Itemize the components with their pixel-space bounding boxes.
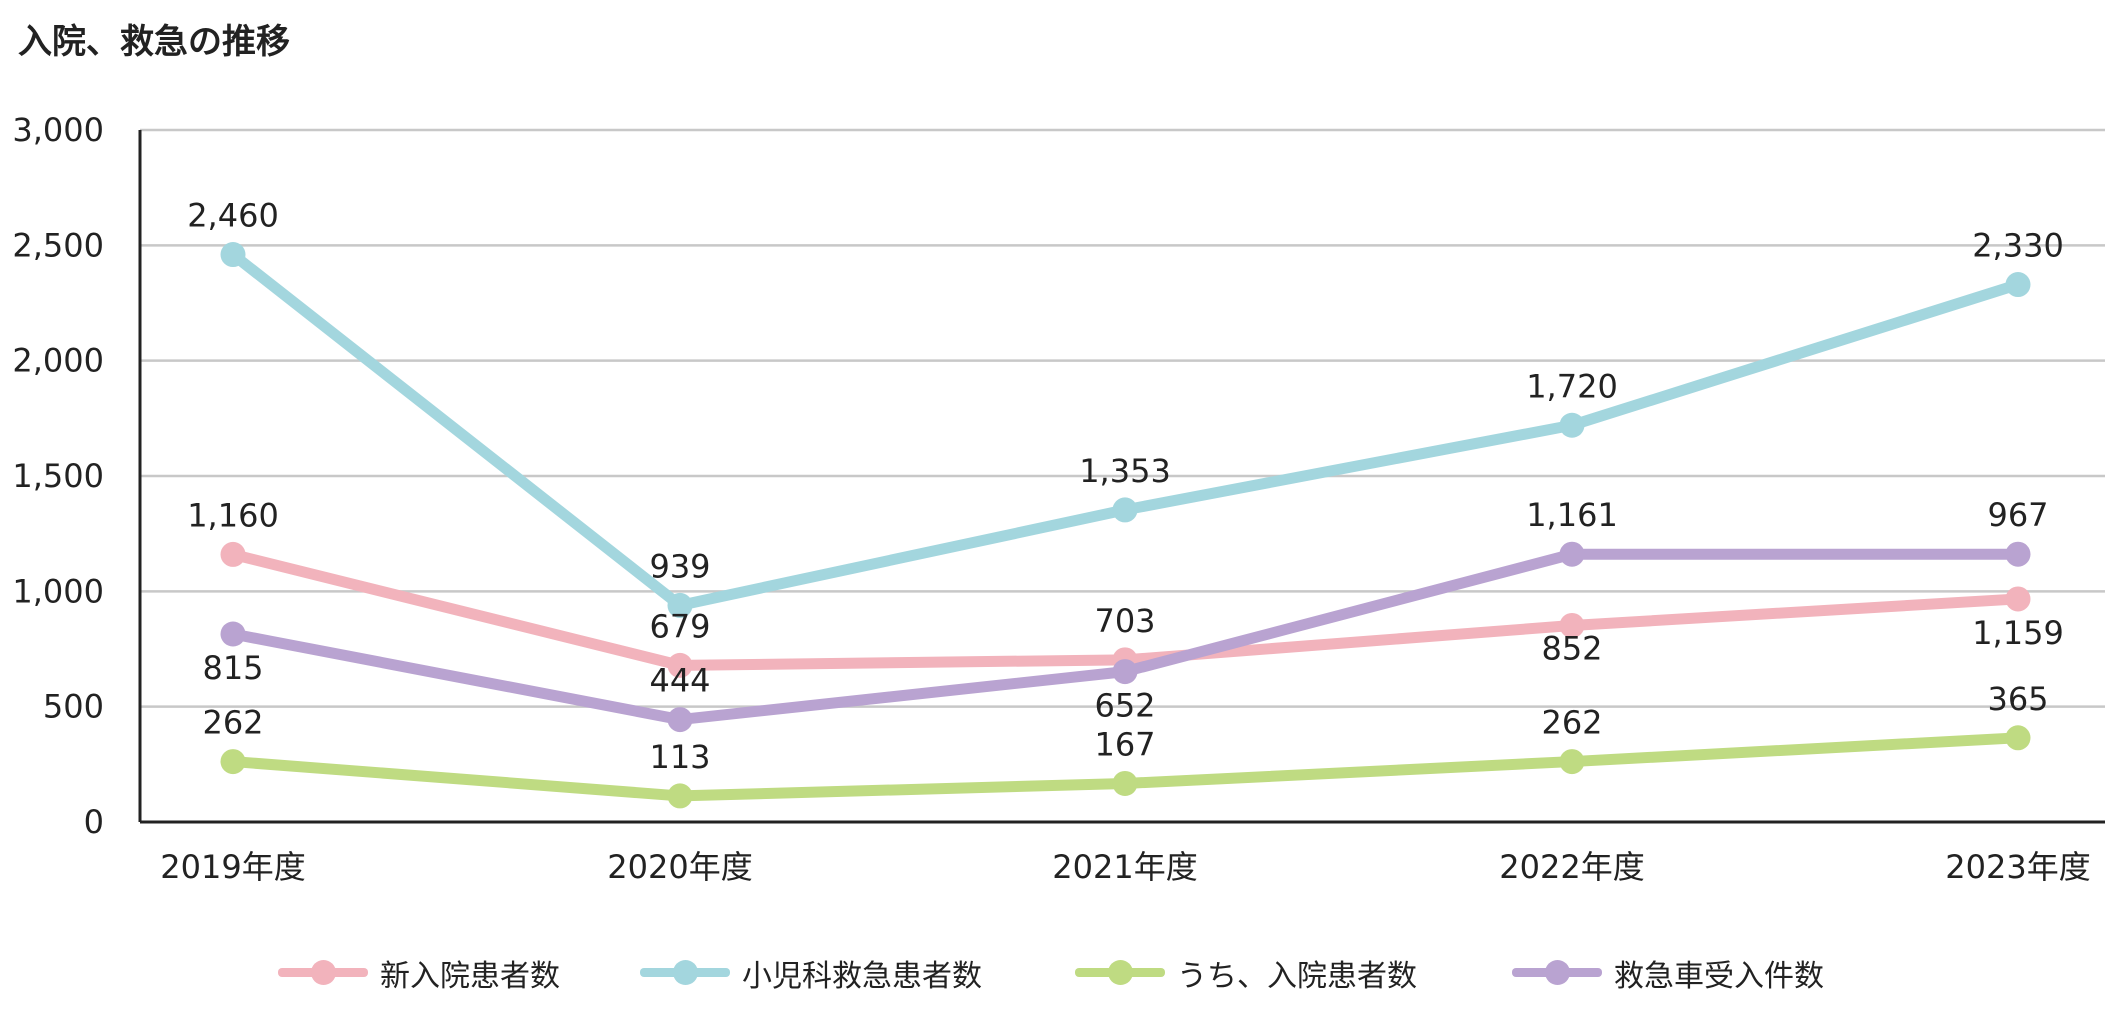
data-point xyxy=(1559,412,1585,438)
gridlines xyxy=(140,128,2105,708)
line-chart: 0 500 1,000 1,500 2,000 2,500 3,000 2019年度 2020年… xyxy=(12,111,2105,886)
data-label: 444 xyxy=(649,662,710,700)
data-label: 1,160 xyxy=(187,496,279,534)
data-label: 2,460 xyxy=(187,197,279,235)
data-point xyxy=(1559,541,1585,567)
chart-title: 入院、救急の推移 xyxy=(18,22,290,62)
legend-label: 救急車受入件数 xyxy=(1614,959,1824,994)
x-tick-label: 2019年度 xyxy=(160,848,305,886)
axes: 0 500 1,000 1,500 2,000 2,500 3,000 2019年度 2020年… xyxy=(12,111,2105,886)
data-label: 2,330 xyxy=(1972,227,2064,265)
y-tick-label: 2,000 xyxy=(12,342,104,380)
data-label: 1,161 xyxy=(1526,496,1618,534)
legend-swatch xyxy=(1075,948,1165,998)
series-lines xyxy=(220,242,2031,809)
data-point xyxy=(220,749,246,775)
data-point xyxy=(220,242,246,268)
legend-item: うち、入院患者数 xyxy=(1075,948,1417,998)
data-label: 365 xyxy=(1987,680,2048,718)
data-label: 262 xyxy=(1541,704,1602,742)
y-tick-label: 500 xyxy=(43,688,104,726)
y-tick-label: 3,000 xyxy=(12,111,104,149)
data-label: 113 xyxy=(649,738,710,776)
legend-swatch xyxy=(1512,948,1602,998)
y-tick-label: 0 xyxy=(84,803,104,841)
y-tick-label: 2,500 xyxy=(12,226,104,264)
legend-item: 救急車受入件数 xyxy=(1512,948,1824,998)
data-point xyxy=(667,652,693,678)
data-label: 679 xyxy=(649,607,710,645)
data-label: 1,353 xyxy=(1079,452,1171,490)
data-point xyxy=(2005,725,2031,751)
legend-swatch xyxy=(640,948,730,998)
legend-item: 新入院患者数 xyxy=(278,948,560,998)
legend-item: 小児科救急患者数 xyxy=(640,948,982,998)
data-point xyxy=(667,707,693,733)
data-point xyxy=(1559,612,1585,638)
x-tick-label: 2023年度 xyxy=(1945,848,2090,886)
data-label: 967 xyxy=(1987,496,2048,534)
data-point xyxy=(2005,541,2031,567)
y-tick-label: 1,500 xyxy=(12,457,104,495)
data-label: 703 xyxy=(1094,602,1155,640)
data-point xyxy=(667,592,693,618)
data-label: 167 xyxy=(1094,725,1155,763)
x-tick-label: 2021年度 xyxy=(1052,848,1197,886)
data-point xyxy=(220,621,246,647)
data-label: 652 xyxy=(1094,687,1155,725)
legend-label: 新入院患者数 xyxy=(380,959,560,994)
legend: 新入院患者数 小児科救急患者数 うち、入院患者数 救急車受入件数 xyxy=(0,948,2126,998)
legend-swatch xyxy=(278,948,368,998)
legend-label: うち、入院患者数 xyxy=(1177,959,1417,994)
data-point xyxy=(1112,497,1138,523)
data-label: 815 xyxy=(202,649,263,687)
data-point xyxy=(1559,749,1585,775)
data-point xyxy=(2005,272,2031,298)
data-label: 262 xyxy=(202,704,263,742)
x-tick-label: 2020年度 xyxy=(607,848,752,886)
data-point xyxy=(220,541,246,567)
y-tick-label: 1,000 xyxy=(12,572,104,610)
data-point xyxy=(1112,659,1138,685)
data-labels: 1,160 679 703 852 1,159 2,460 939 1,353 1,720 2,3… xyxy=(187,197,2064,776)
legend-label: 小児科救急患者数 xyxy=(742,959,982,994)
data-label: 1,720 xyxy=(1526,367,1618,405)
data-label: 852 xyxy=(1541,629,1602,667)
x-tick-label: 2022年度 xyxy=(1499,848,1644,886)
data-point xyxy=(667,783,693,809)
data-label: 939 xyxy=(649,547,710,585)
data-point xyxy=(2005,586,2031,612)
data-point xyxy=(1112,770,1138,796)
data-label: 1,159 xyxy=(1972,614,2064,652)
